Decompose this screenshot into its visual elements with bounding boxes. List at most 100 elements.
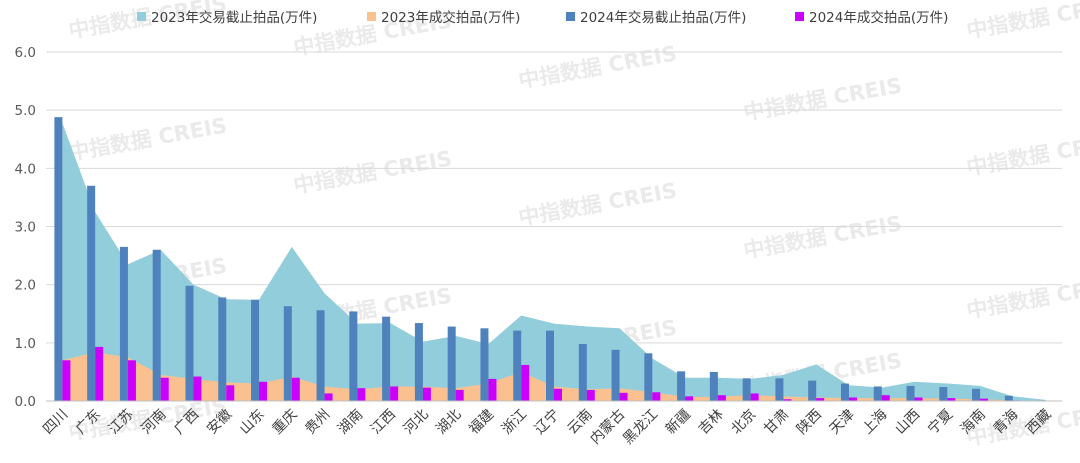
bar xyxy=(480,328,489,401)
x-tick-label: 湖南 xyxy=(335,407,366,438)
watermark-text: 中指数据 CREIS xyxy=(742,73,904,124)
x-tick-label: 甘肃 xyxy=(761,407,792,438)
bar xyxy=(127,360,136,401)
x-tick-label: 吉林 xyxy=(696,407,727,438)
watermark-text: 中指数据 CREIS xyxy=(67,113,229,164)
bar xyxy=(251,299,260,401)
bar xyxy=(316,310,325,401)
bar xyxy=(185,285,194,401)
bar xyxy=(291,377,300,401)
x-tick-label: 天津 xyxy=(827,407,858,438)
bar xyxy=(259,381,268,401)
y-tick-label: 3.0 xyxy=(15,220,36,236)
y-tick-labels: 0.0 1.0 2.0 3.0 4.0 5.0 6.0 xyxy=(15,45,36,410)
x-tick-label: 上海 xyxy=(859,407,890,438)
bar xyxy=(95,346,104,401)
bar xyxy=(349,311,358,401)
bar xyxy=(848,397,857,401)
x-tick-label: 福建 xyxy=(466,407,497,438)
legend: 2023年交易截止拍品(万件) 2023年成交拍品(万件) 2024年交易截止拍… xyxy=(0,6,1080,28)
bar xyxy=(644,353,653,401)
bar xyxy=(840,383,849,401)
bar xyxy=(881,395,890,401)
bar xyxy=(554,388,562,401)
y-tick-label: 2.0 xyxy=(15,278,36,294)
legend-label: 2023年成交拍品(万件) xyxy=(381,10,521,26)
bar xyxy=(619,392,628,401)
legend-label: 2024年交易截止拍品(万件) xyxy=(580,10,747,26)
bar xyxy=(914,397,923,401)
watermark-text: 中指数据 CREIS xyxy=(965,128,1080,179)
x-tick-label: 辽宁 xyxy=(531,406,563,438)
x-tick-label: 北京 xyxy=(728,407,759,438)
area-2023年成交拍品(万件) xyxy=(62,352,1046,401)
bar xyxy=(709,371,718,401)
bar xyxy=(775,378,784,401)
bar xyxy=(685,396,694,401)
legend-label: 2024年成交拍品(万件) xyxy=(809,10,949,26)
x-tick-label: 河北 xyxy=(401,407,432,438)
area-series xyxy=(62,122,1046,402)
bar xyxy=(972,388,981,401)
legend-label: 2023年交易截止拍品(万件) xyxy=(151,10,318,26)
x-tick-label: 浙江 xyxy=(499,407,530,438)
bar xyxy=(939,387,948,401)
y-tick-label: 1.0 xyxy=(15,336,36,352)
watermark-text: 中指数据 CREIS xyxy=(292,146,454,197)
x-tick-labels: 四川 广东 江苏 河南 广西 安徽 山东 重庆 贵州 湖南 江西 河北 湖北 福建 浙江 辽宁 云南内蒙古黑龙江… xyxy=(40,406,1054,448)
legend-swatch xyxy=(795,11,804,21)
bar xyxy=(382,316,391,401)
x-tick-label: 山西 xyxy=(892,407,923,438)
legend-item-2023-sold: 2023年成交拍品(万件) xyxy=(367,6,520,26)
bar xyxy=(750,393,759,401)
bar xyxy=(652,392,661,401)
bar xyxy=(816,398,825,401)
legend-item-2024-deadline: 2024年交易截止拍品(万件) xyxy=(566,6,746,26)
bar xyxy=(808,380,817,401)
y-tick-label: 6.0 xyxy=(15,45,36,61)
bar xyxy=(283,306,292,401)
bar xyxy=(980,398,989,401)
bar xyxy=(390,386,399,401)
legend-item-2024-sold: 2024年成交拍品(万件) xyxy=(795,6,948,26)
gridlines xyxy=(46,51,1062,344)
x-tick-label: 宁夏 xyxy=(924,406,956,438)
bar xyxy=(611,349,620,401)
watermark-text: 中指数据 CREIS xyxy=(742,211,904,262)
x-tick-label: 四川 xyxy=(40,407,71,438)
bar xyxy=(447,326,456,401)
watermark-text: 中指数据 CREIS xyxy=(965,271,1080,322)
bar xyxy=(906,385,915,401)
x-tick-label: 贵州 xyxy=(302,407,333,438)
y-tick-label: 4.0 xyxy=(15,161,36,177)
bar xyxy=(488,378,497,401)
x-tick-label: 江西 xyxy=(368,407,399,438)
bar xyxy=(193,376,202,401)
bar xyxy=(546,330,554,401)
x-tick-label: 黑龙江 xyxy=(620,407,661,448)
bar xyxy=(513,330,522,401)
bar xyxy=(226,385,235,401)
x-tick-label: 湖北 xyxy=(433,407,464,438)
bar xyxy=(578,343,587,401)
bar xyxy=(54,117,63,401)
x-tick-label: 陕西 xyxy=(794,407,825,438)
x-tick-label: 内蒙古 xyxy=(587,407,628,448)
x-tick-label: 山东 xyxy=(237,407,268,438)
bar xyxy=(717,395,726,401)
y-tick-label: 0.0 xyxy=(15,394,36,410)
legend-swatch xyxy=(566,11,575,21)
bar xyxy=(742,378,751,401)
bar xyxy=(783,399,792,401)
bar xyxy=(455,389,464,401)
bar xyxy=(87,185,96,401)
y-tick-label: 5.0 xyxy=(15,103,36,119)
legend-swatch xyxy=(367,11,376,21)
legend-item-2023-deadline: 2023年交易截止拍品(万件) xyxy=(137,6,317,26)
bar xyxy=(1004,395,1013,401)
area-2023年交易截止拍品(万件) xyxy=(62,122,1046,402)
bar xyxy=(414,323,423,401)
bar xyxy=(677,371,686,401)
watermark-text: 中指数据 CREIS xyxy=(517,41,679,92)
